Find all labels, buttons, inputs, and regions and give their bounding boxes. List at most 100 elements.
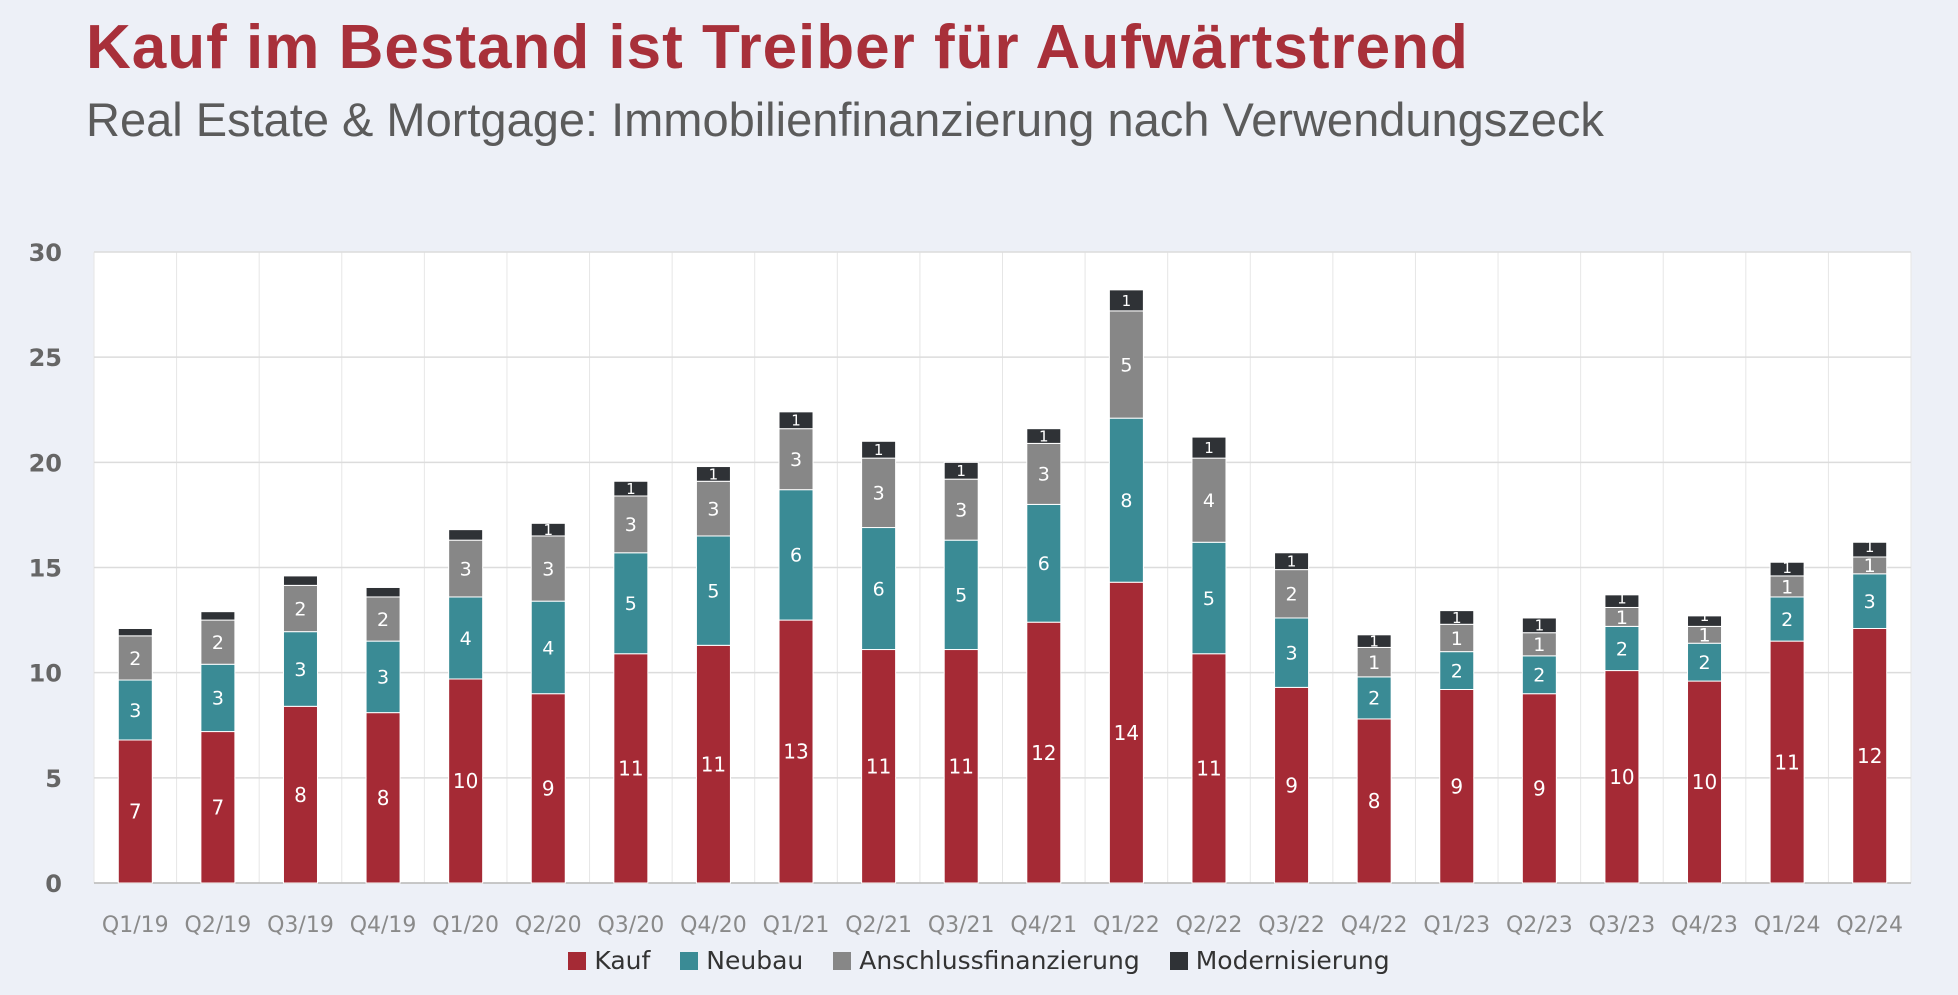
x-tick-label: Q2/19 (185, 913, 252, 938)
bar-segment-modernisierung (861, 440, 897, 459)
data-label: 3 (1038, 464, 1050, 486)
bar-segment-modernisierung (448, 529, 484, 541)
bar-segment-modernisierung (530, 522, 566, 537)
legend-item-neubau: Neubau (680, 946, 803, 975)
bar-segment-neubau (1356, 676, 1392, 720)
data-label: 1 (1781, 576, 1793, 598)
bar-segment-modernisierung (1604, 594, 1640, 608)
data-label: 7 (129, 800, 142, 824)
bar-segment-modernisierung (695, 466, 731, 482)
bar-segment-anschlussfinanzierung (1108, 310, 1144, 419)
data-label: 9 (1533, 777, 1546, 801)
data-label: 3 (873, 483, 885, 505)
data-label: 5 (1203, 588, 1215, 610)
bar-segment-modernisierung (1852, 541, 1888, 558)
data-label: 3 (294, 659, 306, 681)
legend-swatch (1169, 951, 1188, 970)
bar-segment-modernisierung (1687, 615, 1723, 627)
data-label: 1 (543, 521, 553, 539)
bar-segment-neubau (943, 539, 979, 651)
bar-segment-neubau (200, 663, 236, 733)
x-tick-label: Q1/21 (763, 913, 830, 938)
x-tick-label: Q4/21 (1010, 913, 1077, 938)
bar-segment-modernisierung (1769, 561, 1805, 577)
bar-segment-kauf (1439, 688, 1475, 884)
data-label: 1 (1452, 609, 1462, 627)
data-label: 1 (1369, 633, 1379, 651)
bar-segment-kauf (943, 649, 979, 884)
legend-swatch (568, 951, 587, 970)
legend-item-kauf: Kauf (568, 946, 650, 975)
data-label: 1 (1865, 538, 1875, 556)
bar-segment-neubau (282, 631, 318, 707)
data-label: 1 (1698, 625, 1710, 647)
data-label: 14 (1114, 721, 1139, 745)
bar-segment-modernisierung (943, 461, 979, 480)
bar-segment-neubau (1274, 617, 1310, 688)
legend-label: Neubau (706, 946, 804, 975)
data-label: 4 (1203, 490, 1215, 512)
bar-segment-neubau (1439, 651, 1475, 690)
x-tick-label: Q1/22 (1093, 913, 1160, 938)
data-label: 4 (542, 637, 554, 659)
data-label: 2 (294, 598, 306, 620)
data-label: 4 (460, 628, 472, 650)
data-label: 8 (1368, 789, 1381, 813)
data-label: 5 (955, 585, 967, 607)
data-label: 1 (1617, 589, 1627, 607)
bar-segment-neubau (448, 596, 484, 680)
x-tick-label: Q3/20 (597, 913, 664, 938)
legend-item-anschlussfinanzierung: Anschlussfinanzierung (833, 946, 1140, 975)
data-label: 11 (866, 754, 891, 778)
bar-segment-kauf (1356, 718, 1392, 884)
data-label: 9 (1450, 774, 1463, 798)
bar-segment-modernisierung (1521, 617, 1557, 634)
bar-segment-kauf (1687, 680, 1723, 884)
bar-segment-neubau (1604, 625, 1640, 672)
data-label: 5 (707, 580, 719, 602)
y-tick-label: 10 (29, 660, 62, 688)
x-tick-label: Q2/21 (845, 913, 912, 938)
bar-segment-neubau (861, 527, 897, 651)
data-label: 11 (1196, 757, 1221, 781)
bar-segment-modernisierung (778, 411, 814, 430)
x-tick-label: Q2/20 (515, 913, 582, 938)
x-tick-label: Q4/23 (1671, 913, 1738, 938)
data-label: 11 (701, 752, 726, 776)
bar-segment-anschlussfinanzierung (778, 428, 814, 491)
bar-segment-modernisierung (365, 586, 401, 598)
bar-segment-neubau (1108, 417, 1144, 583)
legend-label: Kauf (594, 946, 651, 975)
data-label: 12 (1031, 741, 1056, 765)
data-label: 1 (1782, 559, 1792, 577)
bar-segment-neubau (1521, 655, 1557, 695)
x-tick-label: Q3/21 (928, 913, 995, 938)
data-label: 1 (626, 480, 636, 498)
data-label: 9 (1285, 773, 1298, 797)
page-subtitle: Real Estate & Mortgage: Immobilienfinanz… (86, 93, 1604, 146)
bar-segment-modernisierung (1191, 436, 1227, 459)
legend-label: Modernisierung (1195, 946, 1390, 975)
bar-segment-neubau (1191, 541, 1227, 655)
bar-segment-anschlussfinanzierung (282, 584, 318, 633)
data-label: 1 (1039, 427, 1049, 445)
x-tick-label: Q1/19 (102, 913, 169, 938)
bar-segment-kauf (861, 649, 897, 884)
bar-segment-anschlussfinanzierung (530, 535, 566, 602)
x-tick-label: Q1/24 (1754, 913, 1821, 938)
bar-segment-neubau (117, 679, 153, 741)
bar-segment-kauf (448, 678, 484, 884)
data-label: 1 (1533, 634, 1545, 656)
bar-segment-modernisierung (1356, 634, 1392, 648)
bar-segment-kauf (117, 739, 153, 884)
data-label: 11 (1774, 750, 1799, 774)
data-label: 8 (1120, 490, 1132, 512)
legend-swatch (833, 951, 852, 970)
x-tick-label: Q3/22 (1258, 913, 1325, 938)
data-label: 1 (709, 465, 719, 483)
bar-segment-kauf (1769, 640, 1805, 884)
x-tick-label: Q4/20 (680, 913, 747, 938)
data-label: 3 (377, 667, 389, 689)
data-label: 3 (707, 498, 719, 520)
data-label: 11 (618, 757, 643, 781)
